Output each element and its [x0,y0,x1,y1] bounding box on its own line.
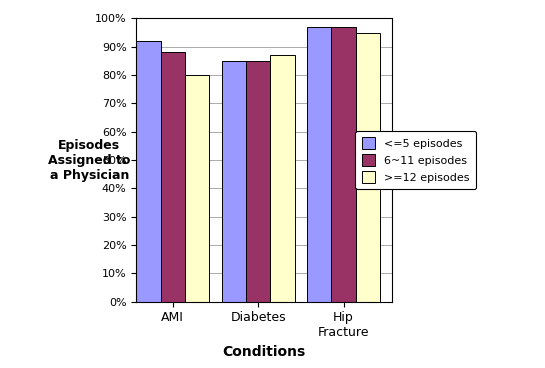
X-axis label: Conditions: Conditions [223,345,306,359]
Bar [222,61,246,302]
Y-axis label: Episodes
Assigned to
a Physician: Episodes Assigned to a Physician [48,139,131,181]
Bar [136,41,161,302]
Bar [331,27,356,302]
Bar [246,61,270,302]
Bar [161,52,185,302]
Bar [185,75,209,302]
Bar [356,33,380,302]
Legend: <=5 episodes, 6~11 episodes, >=12 episodes: <=5 episodes, 6~11 episodes, >=12 episod… [355,131,476,190]
Bar [307,27,331,302]
Bar [270,55,295,302]
